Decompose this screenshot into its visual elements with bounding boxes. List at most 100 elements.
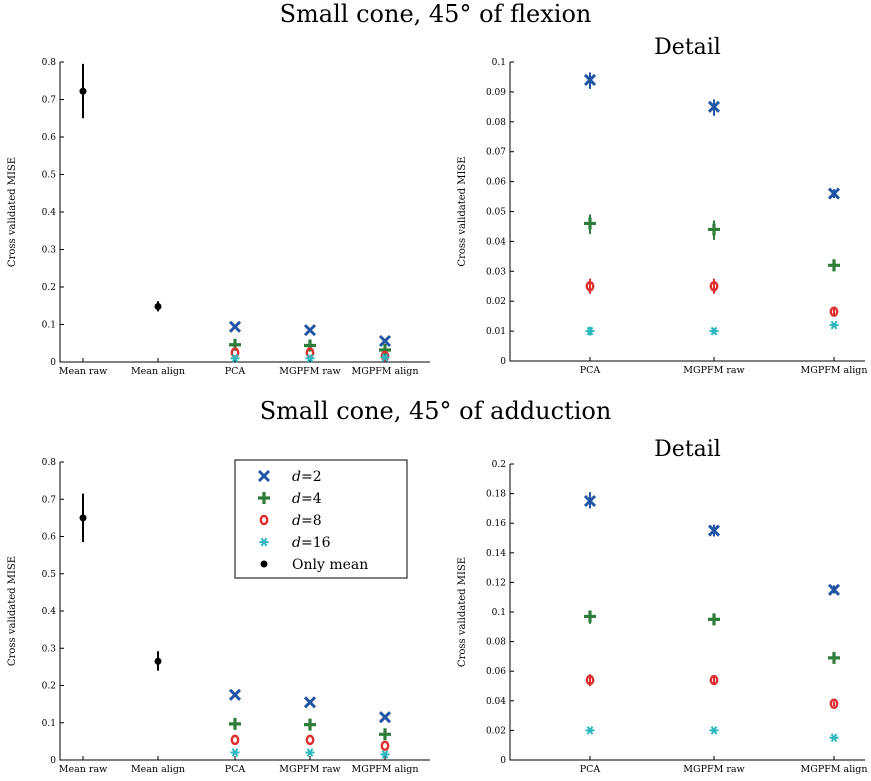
- series-only-mean: [79, 493, 162, 671]
- y-tick-label: 0.09: [486, 88, 506, 98]
- data-point-x: [707, 524, 721, 537]
- x-tick-label-mgpfm-align: MGPFM align: [801, 365, 868, 376]
- legend-box: [234, 459, 408, 579]
- y-tick-label: 0.14: [486, 549, 506, 559]
- data-point-plus: [828, 259, 840, 272]
- y-tick-label: 0.2: [42, 682, 56, 692]
- series-d-8: [230, 734, 390, 752]
- data-point-dot: [79, 87, 87, 95]
- x-tick-label-mgpfm-raw: MGPFM raw: [279, 764, 340, 775]
- series-d-16: [230, 748, 390, 759]
- data-point-star: [709, 326, 719, 336]
- x-tick-label-mgpfm-align: MGPFM align: [801, 764, 868, 775]
- x-tick-label-mgpfm-align: MGPFM align: [352, 366, 419, 377]
- y-tick-label: 0.4: [42, 208, 57, 218]
- y-tick-label: 0.8: [42, 458, 57, 468]
- y-tick-label: 0.1: [42, 321, 56, 331]
- data-point-star: [829, 320, 839, 330]
- y-tick-label: 0.2: [42, 283, 56, 293]
- y-tick-label: 0.04: [486, 697, 506, 707]
- data-point-circle: [585, 674, 595, 686]
- data-point-x: [827, 187, 841, 200]
- data-point-circle: [230, 734, 240, 746]
- y-tick-label: 0.1: [492, 608, 506, 618]
- y-tick-label: 0.07: [486, 148, 506, 158]
- data-point-circle: [380, 740, 390, 752]
- data-point-circle: [380, 350, 390, 362]
- y-axis-label: Cross validated MISE: [457, 557, 468, 667]
- legend-label-d-16: d=16: [292, 535, 331, 551]
- legend-marker-circle: [259, 514, 269, 526]
- legend-marker-x: [257, 469, 271, 483]
- y-tick-label: 0.06: [486, 667, 506, 677]
- series-d-16: [585, 320, 839, 336]
- y-tick-label: 0.6: [42, 533, 57, 543]
- y-tick-label: 0.02: [486, 726, 506, 736]
- data-point-star: [305, 748, 315, 757]
- y-tick-label: 0.1: [492, 58, 506, 68]
- data-point-x: [228, 320, 242, 333]
- legend-label-only-mean: Only mean: [292, 557, 368, 573]
- axis-lines: [509, 62, 865, 362]
- x-tick-label-mgpfm-align: MGPFM align: [352, 764, 419, 775]
- y-tick-label: 0.5: [42, 570, 57, 580]
- y-tick-label: 0.01: [486, 327, 506, 337]
- data-point-star: [230, 353, 240, 363]
- data-point-plus: [828, 651, 840, 664]
- data-point-x: [583, 494, 597, 508]
- y-tick-label: 0.18: [486, 490, 506, 500]
- y-tick-label: 0.7: [42, 495, 57, 505]
- data-point-star: [585, 326, 595, 336]
- data-point-x: [583, 73, 597, 87]
- x-tick-label-mean-align: Mean align: [131, 764, 185, 775]
- series-d-16: [230, 353, 390, 363]
- y-tick-label: 0.7: [42, 96, 57, 106]
- axis-lines: [59, 62, 430, 363]
- data-point-plus: [708, 613, 720, 626]
- panel-title: Detail: [654, 437, 721, 462]
- series-d-2: [583, 72, 841, 200]
- x-tick-label-mean-raw: Mean raw: [59, 764, 108, 775]
- data-point-star: [230, 748, 240, 757]
- y-tick-label: 0.3: [42, 644, 57, 654]
- data-point-plus: [584, 217, 596, 230]
- data-point-dot: [79, 514, 87, 522]
- series-d-2: [228, 688, 392, 724]
- data-point-x: [827, 583, 841, 596]
- figure-title-adduction: Small cone, 45° of adduction: [259, 397, 612, 425]
- data-point-plus: [229, 717, 241, 730]
- data-point-dot: [154, 303, 162, 310]
- data-point-x: [303, 696, 317, 709]
- data-point-star: [585, 726, 595, 735]
- x-tick-label-mean-raw: Mean raw: [59, 366, 108, 377]
- data-point-x: [303, 324, 317, 337]
- figure-title-flexion: Small cone, 45° of flexion: [279, 0, 592, 28]
- legend: d=2 d=4 d=8 d=16 Only mean: [234, 459, 408, 579]
- y-axis-label: Cross validated MISE: [7, 556, 18, 666]
- y-tick-label: 0: [500, 357, 506, 367]
- y-tick-label: 0: [50, 756, 56, 766]
- data-point-circle: [829, 306, 839, 317]
- data-point-plus: [304, 718, 316, 731]
- x-tick-label-pca: PCA: [225, 764, 246, 775]
- x-tick-label-mean-align: Mean align: [131, 366, 185, 377]
- data-point-x: [228, 688, 242, 701]
- series-d-8: [585, 278, 839, 317]
- y-tick-label: 0.12: [486, 578, 506, 588]
- y-tick-label: 0: [50, 358, 56, 368]
- legend-marker-dot: [260, 560, 268, 568]
- y-tick-label: 0.16: [486, 519, 506, 529]
- y-tick-label: 0.08: [486, 638, 506, 648]
- data-point-circle: [305, 734, 315, 746]
- data-point-star: [380, 750, 390, 759]
- data-point-star: [709, 726, 719, 735]
- y-axis-label: Cross validated MISE: [7, 157, 18, 267]
- data-point-plus: [379, 728, 391, 741]
- y-tick-label: 0.2: [492, 460, 506, 470]
- chart-adduction-detail: 0 0.02 0.04 0.06 0.08 0.1 0.12 0.14 0.16 0.18 0.2 P…: [457, 437, 868, 775]
- series-d-4: [229, 338, 391, 356]
- legend-label-d-2: d=2: [292, 469, 322, 485]
- data-point-dot: [154, 657, 162, 665]
- y-tick-label: 0.8: [42, 58, 57, 68]
- x-tick-label-pca: PCA: [225, 366, 246, 377]
